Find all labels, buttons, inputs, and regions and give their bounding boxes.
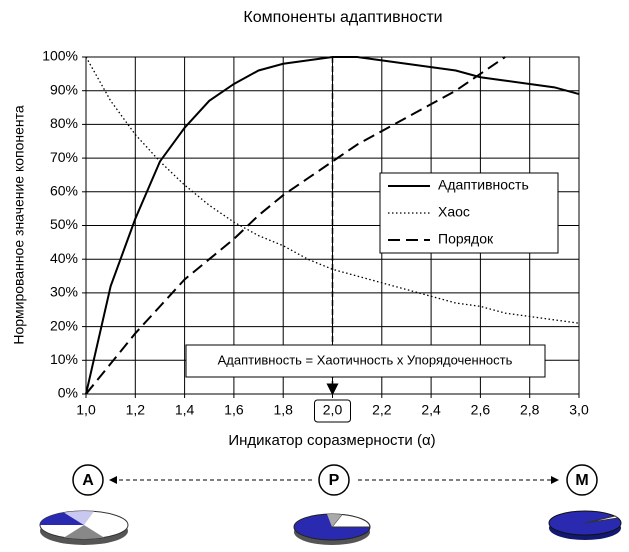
y-tick-label: 60%	[50, 183, 78, 199]
x-tick-label: 1,6	[224, 402, 244, 418]
x-axis-label: Индикатор соразмерности (α)	[228, 432, 435, 449]
y-tick-label: 10%	[50, 351, 78, 367]
x-tick-label: 1,4	[175, 402, 195, 418]
stage-label: M	[575, 472, 588, 489]
stage-circle	[318, 464, 350, 496]
chart-title: Компоненты адаптивности	[243, 9, 442, 26]
y-tick-label: 0%	[58, 385, 78, 401]
legend-label: Хаос	[438, 204, 470, 220]
legend-label: Адаптивность	[438, 177, 529, 193]
x-tick-label: 1,0	[76, 402, 96, 418]
x-tick-label: 2,6	[471, 402, 491, 418]
x-tick-label: 1,2	[126, 402, 146, 418]
series-line	[85, 56, 506, 395]
y-tick-label: 40%	[50, 250, 78, 266]
x-tick-label: 1,8	[273, 402, 293, 418]
stage-circle	[566, 464, 598, 496]
legend-label: Порядок	[438, 231, 494, 247]
annotation-box	[185, 344, 546, 378]
y-tick-label: 80%	[50, 115, 78, 131]
x-tick-label: 2,8	[520, 402, 540, 418]
x-tick-label: 2,0	[323, 402, 343, 418]
x-tick-label: 3,0	[569, 402, 589, 418]
x-tick-label: 2,4	[421, 402, 441, 418]
y-tick-label: 90%	[50, 81, 78, 97]
stage-label: P	[329, 472, 340, 489]
stage-circle	[72, 464, 104, 496]
stage-label: A	[82, 472, 94, 489]
y-axis-label: Нормированное значение копонента	[11, 105, 27, 345]
y-tick-label: 100%	[42, 48, 78, 64]
y-tick-label: 30%	[50, 284, 78, 300]
x-tick-label: 2,2	[372, 402, 392, 418]
y-tick-label: 50%	[50, 216, 78, 232]
annotation: Адаптивность = Хаотичность х Упорядоченн…	[218, 352, 513, 367]
y-tick-label: 20%	[50, 317, 78, 333]
pie-icons	[39, 510, 622, 545]
highlight-box	[314, 399, 351, 423]
y-tick-label: 70%	[50, 149, 78, 165]
